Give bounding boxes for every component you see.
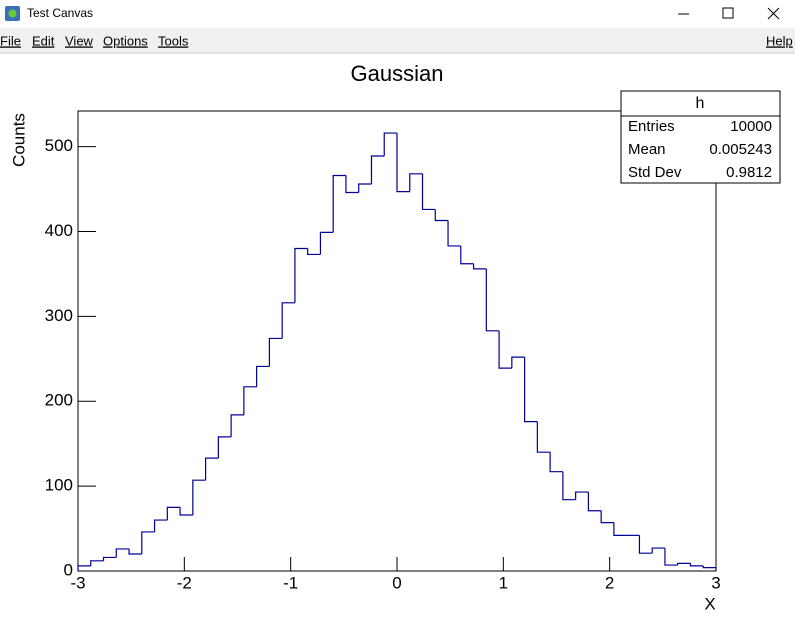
y-tick-label: 200 xyxy=(45,391,73,410)
histogram-bin xyxy=(230,414,244,437)
histogram-bin xyxy=(409,173,423,192)
app-icon-dot xyxy=(8,9,17,18)
x-axis-label: X xyxy=(704,594,715,613)
histogram-bin xyxy=(383,132,397,156)
stats-label: Mean xyxy=(628,141,666,158)
histogram-bin xyxy=(485,268,500,332)
stats-value: 0.9812 xyxy=(726,164,772,181)
y-tick-label: 500 xyxy=(45,136,73,155)
x-tick-label: 0 xyxy=(392,573,401,592)
x-tick-label: -1 xyxy=(283,573,298,592)
histogram-bin xyxy=(638,535,653,554)
histogram-bin xyxy=(102,556,117,561)
stats-label: Entries xyxy=(628,118,675,135)
histogram-bin xyxy=(587,492,602,512)
histogram-bin xyxy=(498,330,512,369)
histogram-bin xyxy=(562,471,576,501)
stats-value: 10000 xyxy=(730,118,772,135)
chart-title: Gaussian xyxy=(351,61,444,86)
maximize-button[interactable] xyxy=(722,7,734,19)
x-tick-label: 1 xyxy=(499,573,508,592)
histogram-bin xyxy=(702,565,717,571)
histogram-bin xyxy=(217,436,232,459)
histogram-bin xyxy=(421,173,436,211)
menu-item[interactable]: Edit xyxy=(32,33,55,48)
histogram-bin xyxy=(307,248,321,256)
histogram-bin xyxy=(243,386,257,415)
title-bar xyxy=(0,0,795,28)
histogram-bin xyxy=(256,365,270,387)
histogram-bin xyxy=(294,247,308,303)
menu-bar xyxy=(0,28,795,53)
x-tick-label: -3 xyxy=(70,573,85,592)
histogram-bin xyxy=(536,421,551,453)
histogram-bin xyxy=(90,560,104,566)
histogram-bin xyxy=(549,452,563,473)
y-tick-label: 400 xyxy=(45,221,73,240)
histogram-bin xyxy=(472,263,487,270)
histogram-bin xyxy=(205,457,219,481)
histogram-bin xyxy=(575,491,589,500)
stats-box xyxy=(620,90,781,184)
histogram-bin xyxy=(128,548,142,555)
y-tick-label: 100 xyxy=(45,476,73,495)
histogram-bin xyxy=(511,356,525,369)
histogram-bin xyxy=(689,563,704,567)
histogram-bin xyxy=(396,133,410,193)
histogram-bin xyxy=(192,479,206,515)
x-tick-label: 3 xyxy=(711,573,720,592)
histogram-bin xyxy=(434,209,449,222)
x-tick-label: -2 xyxy=(177,573,192,592)
histogram-bin xyxy=(664,548,678,566)
histogram-bin xyxy=(460,245,474,265)
histogram-bin xyxy=(447,220,461,247)
y-axis-label: Counts xyxy=(9,113,28,167)
histogram-bin xyxy=(166,506,181,521)
histogram-bin xyxy=(153,519,168,532)
stats-label: Std Dev xyxy=(628,164,682,181)
y-tick-label: 300 xyxy=(45,306,73,325)
histogram-bin xyxy=(613,522,627,536)
menu-item[interactable]: Tools xyxy=(158,33,189,48)
stats-name: h xyxy=(696,95,705,112)
y-tick-label: 0 xyxy=(64,560,73,579)
window-title: Test Canvas xyxy=(27,6,93,20)
menu-item[interactable]: File xyxy=(0,33,21,48)
histogram-bin xyxy=(600,510,614,524)
histogram-bin xyxy=(179,507,193,516)
menu-item[interactable]: Options xyxy=(103,33,148,48)
histogram-bin xyxy=(651,547,665,554)
menu-help[interactable]: Help xyxy=(766,33,793,48)
close-button[interactable] xyxy=(767,7,780,20)
stats-value: 0.005243 xyxy=(709,141,772,158)
histogram-bin xyxy=(524,357,538,423)
histogram-bin xyxy=(141,531,155,555)
histogram-bin xyxy=(332,174,346,233)
x-tick-label: 2 xyxy=(605,573,614,592)
histogram-bin xyxy=(358,183,372,193)
histogram-bin xyxy=(281,302,295,339)
histogram-bin xyxy=(115,548,130,558)
menu-item[interactable]: View xyxy=(65,33,94,48)
histogram-bin xyxy=(319,231,334,255)
histogram-bin xyxy=(677,562,691,566)
histogram-bin xyxy=(268,337,283,367)
histogram-bin xyxy=(77,565,91,571)
histogram-bin xyxy=(345,175,359,194)
histogram-bin xyxy=(370,155,385,184)
